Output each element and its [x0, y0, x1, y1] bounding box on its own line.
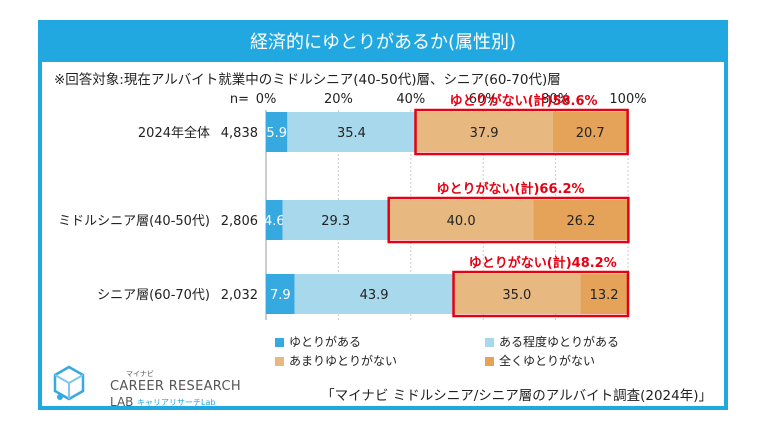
- bar-segment: [415, 112, 553, 152]
- data-label: 20.7: [576, 126, 605, 141]
- annotation: ゆとりがない(計)58.6%: [450, 93, 598, 109]
- n-label: n=: [230, 92, 249, 107]
- bar-segment: [287, 112, 416, 152]
- career-research-lab-logo-icon: [53, 365, 85, 401]
- x-tick-label: 40%: [396, 92, 425, 107]
- chart-subtitle: ※回答対象:現在アルバイト就業中のミドルシニア(40-50代)層、シニア(60-…: [54, 72, 561, 88]
- legend-label: ゆとりがある: [289, 335, 362, 349]
- x-tick-label: 20%: [324, 92, 353, 107]
- data-label: 4.6: [264, 214, 285, 229]
- bar-segment: [552, 112, 628, 152]
- x-tick-label: 60%: [469, 92, 498, 107]
- legend-item-aru-teido: ある程度ゆとりがある: [485, 333, 619, 350]
- legend-label: 全くゆとりがない: [499, 354, 596, 368]
- legend-item-mattaku-nai: 全くゆとりがない: [485, 352, 595, 369]
- bar-segment: [580, 274, 628, 314]
- data-label: 37.9: [470, 126, 499, 141]
- stacked-bar-chart: n= 0% 20% 40% 60% 80% 100% 2024年全体 4,838 5.9 35.4 3…: [58, 92, 647, 320]
- logo-subtext: キャリアリサーチLab: [137, 398, 216, 407]
- n-value: 4,838: [221, 126, 258, 141]
- bar-segment: [266, 112, 288, 152]
- data-label: 29.3: [321, 214, 350, 229]
- bar-segment: [282, 200, 389, 240]
- category-label: 2024年全体: [138, 125, 210, 141]
- x-tick-label: 0%: [256, 92, 277, 107]
- data-label: 26.2: [566, 214, 595, 229]
- data-label: 35.4: [337, 126, 366, 141]
- legend-item-amari-nai: あまりゆとりがない: [275, 352, 397, 369]
- legend-swatch: [485, 357, 494, 366]
- bar-segment: [388, 200, 534, 240]
- logo-text-career-research: CAREER RESEARCH: [110, 379, 241, 394]
- legend-item-yutori-aru: ゆとりがある: [275, 333, 361, 350]
- logo-text-lab: LAB: [110, 395, 134, 409]
- data-label: 43.9: [360, 288, 389, 303]
- highlight-box: [387, 196, 630, 244]
- x-tick-label: 80%: [541, 92, 570, 107]
- annotation: ゆとりがない(計)66.2%: [437, 181, 585, 197]
- legend-label: ある程度ゆとりがある: [499, 335, 620, 349]
- chart-title: 経済的にゆとりがあるか(属性別): [42, 24, 724, 62]
- annotation: ゆとりがない(計)48.2%: [469, 255, 617, 271]
- category-label: ミドルシニア層(40-50代): [58, 214, 210, 229]
- legend-swatch: [485, 338, 494, 347]
- bar-segment: [266, 200, 283, 240]
- n-value: 2,032: [221, 288, 258, 303]
- legend-swatch: [275, 357, 284, 366]
- data-label: 40.0: [447, 214, 476, 229]
- bar-segment: [266, 274, 295, 314]
- category-label: シニア層(60-70代): [97, 288, 210, 303]
- highlight-box: [452, 270, 630, 318]
- data-label: 5.9: [266, 126, 287, 141]
- data-label: 7.9: [270, 288, 291, 303]
- data-label: 13.2: [590, 288, 619, 303]
- chart-frame: 経済的にゆとりがあるか(属性別) ※回答対象:現在アルバイト就業中のミドルシニア…: [38, 20, 728, 410]
- n-value: 2,806: [221, 214, 258, 229]
- bar-segment: [453, 274, 581, 314]
- legend-swatch: [275, 338, 284, 347]
- data-label: 35.0: [502, 288, 531, 303]
- bar-segment: [533, 200, 629, 240]
- highlight-box: [414, 108, 629, 156]
- logo-kana: マイナビ: [126, 370, 154, 378]
- bar-segment: [294, 274, 454, 314]
- legend-label: あまりゆとりがない: [289, 354, 398, 368]
- source-note: 「マイナビ ミドルシニア/シニア層のアルバイト調査(2024年)」: [321, 388, 712, 404]
- x-tick-label: 100%: [609, 92, 646, 107]
